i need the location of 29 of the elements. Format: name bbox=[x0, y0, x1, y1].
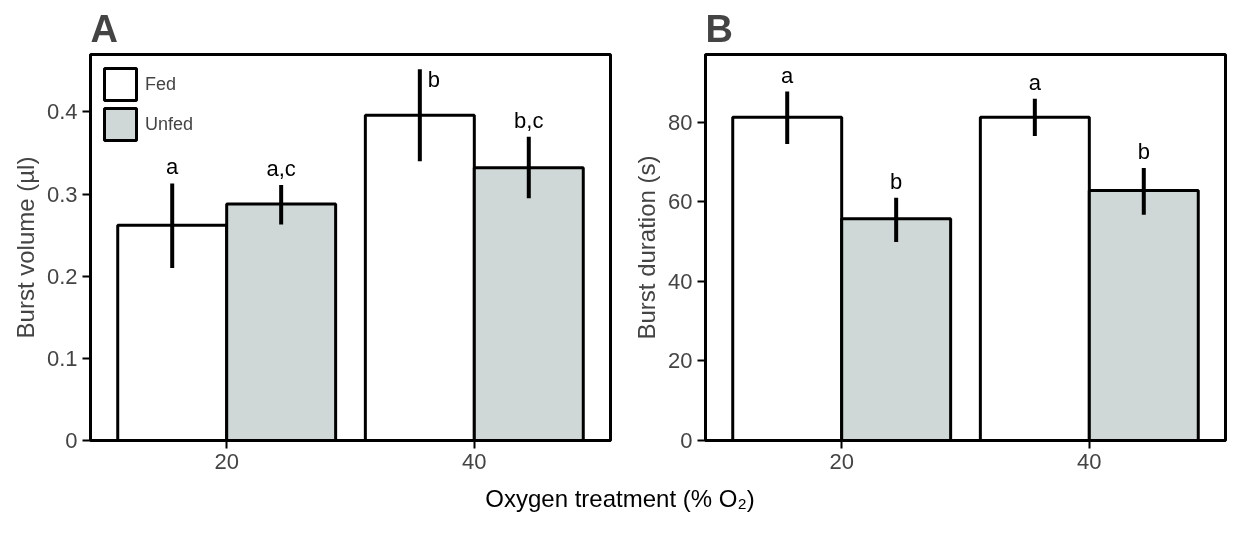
y-tick-label: 60 bbox=[668, 189, 693, 215]
x-tick-label: 20 bbox=[214, 448, 239, 474]
annotation: b bbox=[890, 168, 903, 194]
y-tick-label: 40 bbox=[668, 268, 693, 294]
y-tick-label: 0.1 bbox=[46, 345, 78, 371]
x-tick-label: 40 bbox=[462, 448, 487, 474]
x-tick-label: 20 bbox=[829, 448, 854, 474]
chart-title: A bbox=[90, 7, 118, 50]
y-tick-label: 0.3 bbox=[46, 181, 78, 207]
legend-label: Unfed bbox=[145, 113, 194, 135]
x-axis-title: Oxygen treatment (% O₂) bbox=[485, 484, 755, 514]
y-tick-label: 80 bbox=[668, 109, 693, 135]
y-tick-label: 0.4 bbox=[46, 99, 78, 125]
y-tick-label: 0 bbox=[65, 428, 78, 453]
chart-title: B bbox=[705, 7, 733, 50]
annotation: a,c bbox=[266, 156, 296, 182]
annotation: a bbox=[781, 62, 795, 88]
y-axis-title: Burst volume (µl) bbox=[11, 156, 39, 339]
y-tick-label: 20 bbox=[668, 348, 693, 374]
annotation: a bbox=[166, 154, 180, 180]
annotation: b bbox=[427, 67, 441, 93]
y-tick-label: 0 bbox=[680, 428, 693, 453]
annotation: b bbox=[1137, 138, 1150, 164]
y-axis-title: Burst duration (s) bbox=[633, 155, 661, 340]
legend-label: Fed bbox=[145, 73, 177, 95]
annotation: a bbox=[1028, 69, 1042, 95]
annotation: b,c bbox=[514, 107, 544, 133]
y-tick-label: 0.2 bbox=[46, 263, 78, 289]
x-tick-label: 40 bbox=[1077, 448, 1102, 474]
